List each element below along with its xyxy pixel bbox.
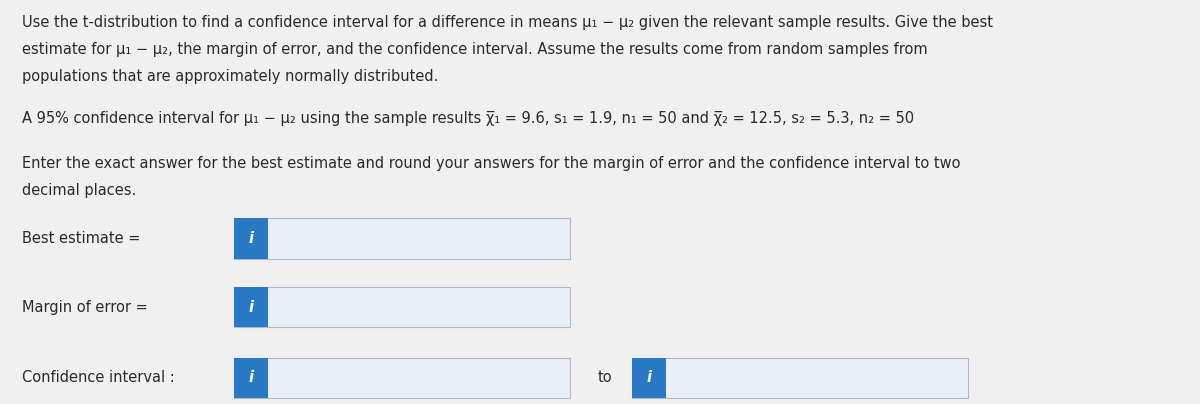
- FancyBboxPatch shape: [234, 358, 268, 398]
- Text: Confidence interval :: Confidence interval :: [22, 370, 179, 385]
- Text: Use the t-distribution to find a confidence interval for a difference in means μ: Use the t-distribution to find a confide…: [22, 15, 992, 30]
- Text: i: i: [248, 231, 253, 246]
- FancyBboxPatch shape: [234, 287, 570, 327]
- Text: populations that are approximately normally distributed.: populations that are approximately norma…: [22, 69, 438, 84]
- Text: Best estimate =: Best estimate =: [22, 231, 145, 246]
- Text: to: to: [598, 370, 612, 385]
- FancyBboxPatch shape: [234, 358, 570, 398]
- Text: decimal places.: decimal places.: [22, 183, 136, 198]
- Text: estimate for μ₁ − μ₂, the margin of error, and the confidence interval. Assume t: estimate for μ₁ − μ₂, the margin of erro…: [22, 42, 928, 57]
- FancyBboxPatch shape: [234, 218, 570, 259]
- Text: Enter the exact answer for the best estimate and round your answers for the marg: Enter the exact answer for the best esti…: [22, 156, 960, 170]
- FancyBboxPatch shape: [632, 358, 666, 398]
- FancyBboxPatch shape: [234, 287, 268, 327]
- Text: i: i: [248, 299, 253, 315]
- Text: Margin of error =: Margin of error =: [22, 299, 152, 315]
- Text: i: i: [248, 370, 253, 385]
- FancyBboxPatch shape: [234, 218, 268, 259]
- FancyBboxPatch shape: [632, 358, 968, 398]
- Text: i: i: [647, 370, 652, 385]
- Text: A 95% confidence interval for μ₁ − μ₂ using the sample results χ̅₁ = 9.6, s₁ = 1: A 95% confidence interval for μ₁ − μ₂ us…: [22, 111, 913, 126]
